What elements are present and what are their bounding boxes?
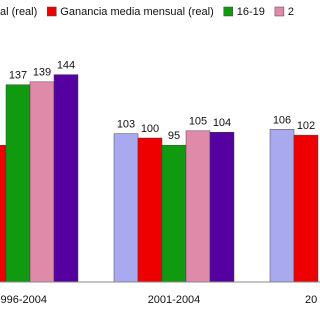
bar: [269, 129, 295, 283]
value-label: 95: [168, 130, 180, 142]
legend-label: al (real): [0, 6, 37, 18]
legend-swatch: [47, 6, 57, 17]
legend-label: 16-19: [237, 6, 265, 18]
value-label: 139: [33, 67, 51, 79]
value-label: 100: [141, 123, 159, 135]
bar: [5, 84, 31, 283]
value-label: 144: [57, 60, 75, 72]
x-tick-label: 20: [305, 294, 317, 306]
bar: [29, 81, 55, 283]
legend-swatch: [223, 6, 234, 17]
x-tick-label: 996-2004: [1, 294, 48, 306]
value-label: 104: [213, 117, 231, 129]
x-tick-label: 2001-2004: [148, 294, 201, 306]
bar: [209, 131, 235, 283]
value-label: 105: [189, 116, 207, 128]
bar: [113, 133, 139, 283]
bar: [293, 134, 319, 283]
value-label: 106: [273, 114, 291, 126]
value-label: 137: [9, 70, 27, 82]
bar: [0, 144, 7, 283]
value-label: 102: [297, 120, 315, 132]
legend-swatch: [274, 6, 285, 17]
bar: [137, 137, 163, 283]
value-label: 103: [117, 119, 135, 131]
legend-label: Ganancia media mensual (real): [60, 6, 213, 18]
bar: [185, 130, 211, 283]
bar: [53, 74, 79, 283]
bar: [161, 144, 187, 283]
legend-label: 2: [288, 6, 294, 18]
